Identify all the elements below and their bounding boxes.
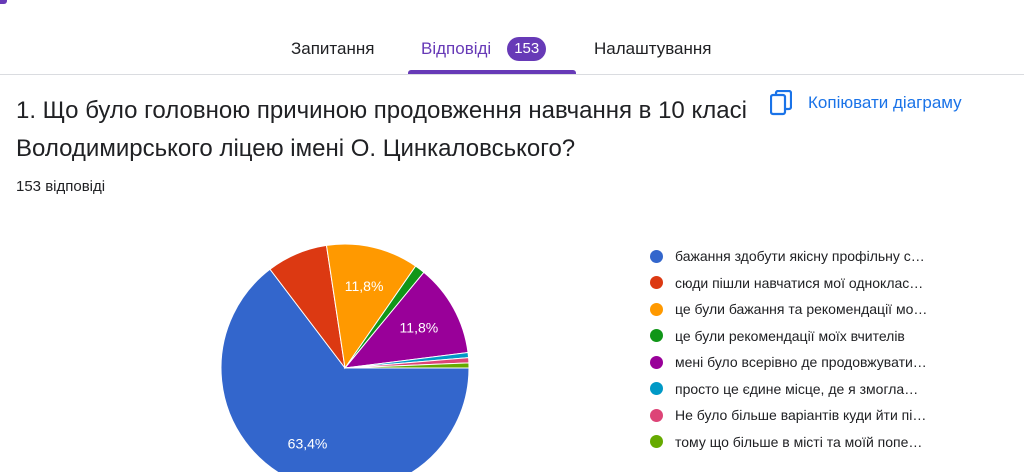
legend-label: мені було всерівно де продовжувати…: [675, 354, 927, 371]
pie-slice-label: 11,8%: [345, 278, 384, 294]
pie-slice: [325, 243, 417, 370]
legend-swatch: [650, 302, 663, 316]
legend-swatch: [650, 355, 663, 369]
legend-swatch: [650, 382, 663, 396]
legend-swatch: [650, 329, 663, 343]
legend-label: просто це єдине місце, де я змогла…: [675, 380, 919, 397]
legend-item: тому що більше в місті та моїй попе…: [650, 429, 927, 456]
tab-responses-label: Відповіді: [421, 39, 492, 58]
pie-slice: [343, 271, 469, 369]
tab-settings[interactable]: Налаштування: [594, 36, 712, 62]
legend-label: сюди пішли навчатися мої однoклас…: [675, 274, 924, 291]
legend-item: це були рекомендації моїх вчителів: [650, 323, 927, 350]
pie-slice-label: 63,4%: [288, 436, 328, 452]
legend-item: Не було більше варіантів куди йти пі…: [650, 402, 927, 429]
legend-label: це були бажання та рекомендації мо…: [675, 301, 928, 318]
form-tabs: Запитання Відповіді 153 Налаштування: [0, 0, 1024, 75]
tab-questions[interactable]: Запитання: [291, 36, 374, 62]
legend-swatch: [650, 408, 663, 422]
legend-swatch: [650, 435, 663, 449]
pie-slice: [344, 362, 470, 369]
window-corner-accent: [0, 0, 7, 4]
copy-chart-label: Копіювати діаграму: [808, 93, 962, 112]
legend-label: бажання здобути якісну профільну с…: [675, 248, 925, 265]
responses-count-badge: 153: [507, 37, 547, 61]
legend-item: бажання здобути якісну профільну с…: [650, 243, 927, 270]
legend-item: просто це єдине місце, де я змогла…: [650, 376, 927, 403]
responses-count: 153 відповіді: [16, 178, 106, 195]
tab-questions-label: Запитання: [291, 39, 375, 58]
tab-responses[interactable]: Відповіді 153: [421, 36, 547, 62]
tab-settings-label: Налаштування: [594, 39, 712, 58]
active-tab-indicator: [408, 70, 576, 74]
legend-item: сюди пішли навчатися мої однoклас…: [650, 270, 927, 297]
copy-icon: [770, 90, 792, 116]
pie-slice: [220, 268, 470, 472]
chart-legend: бажання здобути якісну профільну с… сюди …: [650, 243, 927, 455]
legend-swatch: [650, 249, 663, 263]
legend-item: мені було всерівно де продовжувати…: [650, 349, 927, 376]
copy-chart-button[interactable]: Копіювати діаграму: [770, 90, 962, 116]
legend-label: тому що більше в місті та моїй попе…: [675, 433, 923, 450]
legend-label: Не було більше варіантів куди йти пі…: [675, 407, 927, 424]
legend-item: це були бажання та рекомендації мо…: [650, 296, 927, 323]
question-title: 1. Що було головною причиною продовження…: [16, 97, 747, 162]
legend-label: це були рекомендації моїх вчителів: [675, 327, 905, 344]
pie-slice-label: 11,8%: [400, 319, 439, 335]
legend-swatch: [650, 276, 663, 290]
